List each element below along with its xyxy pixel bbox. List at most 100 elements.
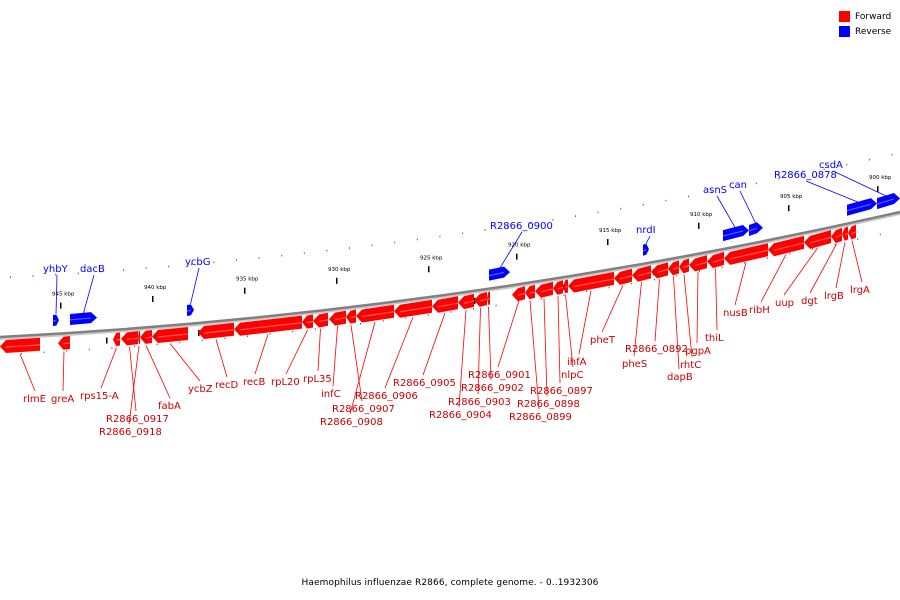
tick-label: 915 kbp [599, 228, 622, 234]
forward-gene-r2866_0899 [525, 284, 536, 300]
legend-forward: Forward [839, 9, 891, 24]
tick-label: 910 kbp [690, 212, 713, 218]
minor-tick-upper [620, 207, 622, 210]
minor-tick-lower [88, 348, 90, 351]
forward-gene-leader [529, 300, 540, 410]
forward-gene-r2866_0908 [356, 304, 395, 323]
forward-gene-r2866_0899-body [525, 284, 535, 300]
minor-tick-upper [688, 195, 689, 198]
forward-gene-label: rlmE [23, 394, 46, 405]
reverse-gene-dacb-shine [69, 317, 92, 321]
forward-gene-r2866_0903-shine [479, 298, 488, 302]
forward-gene-dapb-body [668, 260, 679, 276]
forward-gene-nusb-shine [729, 249, 769, 260]
minor-tick-lower [518, 301, 520, 303]
forward-gene-leader [809, 243, 837, 294]
forward-gene-phet-shine [619, 275, 633, 280]
forward-gene-recb [234, 315, 303, 336]
forward-gene-label: R2866_0906 [355, 391, 418, 402]
minor-tick-lower [360, 322, 361, 325]
legend-forward-label: Forward [855, 11, 892, 22]
forward-gene-label: recD [215, 380, 239, 391]
forward-gene-thil-shine [712, 258, 725, 263]
reverse-gene-label: nrdI [636, 225, 656, 236]
reverse-gene-label: can [729, 180, 747, 191]
forward-gene-ribh-body [768, 235, 804, 257]
backbone-shadow [0, 213, 900, 340]
reverse-gene-label: ycbG [185, 257, 211, 268]
forward-gene-r2866_0897-shine [557, 286, 564, 290]
reverse-gene-leader [832, 170, 889, 198]
forward-gene-leader [254, 334, 269, 375]
forward-gene-r2866_0918 [138, 330, 141, 345]
major-tick [698, 222, 700, 229]
forward-gene-rpl35 [313, 312, 329, 328]
forward-gene-leader [422, 312, 446, 376]
minor-tick-upper [213, 261, 215, 264]
minor-tick-lower [563, 294, 565, 296]
forward-gene-ihfa-shine [573, 278, 615, 288]
forward-gene-label: R2866_0905 [393, 378, 456, 389]
forward-gene-leader [350, 324, 363, 402]
forward-gene-uup [804, 230, 832, 249]
forward-gene-lrgb-shine [844, 233, 849, 236]
forward-gene-label: ihfA [567, 357, 587, 368]
forward-gene-leader [543, 298, 548, 397]
forward-gene-label: dgt [801, 296, 818, 307]
forward-gene-r2866_0892 [651, 262, 669, 279]
forward-gene-leader [654, 278, 660, 342]
forward-gene-leader [673, 276, 680, 370]
forward-gene-phet-body [614, 268, 632, 285]
minor-tick-upper [642, 203, 644, 206]
forward-gene-leader [145, 345, 171, 399]
minor-tick-upper [416, 238, 418, 241]
forward-gene-lrga-shine [851, 231, 857, 235]
minor-tick-lower [134, 345, 135, 347]
forward-gene-r2866_0906-shine [399, 306, 433, 313]
forward-gene-r2866_0901 [512, 286, 526, 302]
major-tick [60, 302, 62, 309]
forward-gene-leader [601, 285, 624, 333]
forward-gene-label: pheS [622, 359, 647, 370]
minor-tick-lower [201, 339, 203, 342]
reverse-gene-r2866_0878-body [847, 198, 877, 216]
major-tick-lower [106, 337, 108, 344]
forward-gene-leader [100, 347, 117, 389]
minor-tick-upper [145, 267, 147, 269]
reverse-gene-nrdi-shine [642, 249, 647, 252]
forward-gene-ycbz-shine [157, 333, 189, 338]
forward-gene-ribh [768, 235, 805, 257]
reverse-gene-leader [739, 190, 757, 225]
forward-gene-leader [349, 322, 376, 415]
forward-gene-phes-body [632, 265, 651, 282]
forward-gene-recd [198, 322, 235, 340]
forward-gene-r2866_0897-body [553, 280, 563, 295]
forward-gene-leader [734, 262, 747, 306]
forward-gene-phes-shine [637, 271, 652, 277]
forward-gene-leader [760, 254, 787, 303]
forward-gene-rpl20-shine [306, 320, 314, 324]
forward-gene-pgpa [689, 255, 708, 272]
legend: Forward Reverse [839, 9, 891, 39]
forward-gene-r2866_0898-shine [540, 288, 554, 293]
forward-gene-leader [578, 290, 592, 355]
reverse-gene-dacb [69, 312, 97, 325]
tick-label: 905 kbp [780, 194, 803, 200]
forward-gene-label: rhtC [680, 360, 701, 371]
reverse-gene-ycbg-shine [186, 309, 191, 312]
forward-gene-r2866_0905-body [432, 296, 458, 313]
minor-tick-upper [349, 247, 350, 249]
forward-gene-r2866_0905-shine [437, 302, 459, 308]
forward-gene-r2866_0902-body [487, 291, 490, 305]
forward-gene-leader [169, 343, 201, 382]
minor-tick-upper [394, 241, 396, 244]
reverse-gene-leader [716, 195, 737, 230]
minor-tick-lower [473, 308, 474, 310]
forward-gene-r2866_0898 [535, 281, 554, 298]
backbone-line [0, 210, 900, 339]
reverse-gene-label: yhbY [43, 264, 69, 275]
reverse-swatch [839, 26, 850, 37]
minor-tick-upper [868, 158, 870, 161]
forward-gene-lrga-body [848, 224, 856, 240]
minor-tick-lower [766, 257, 768, 259]
